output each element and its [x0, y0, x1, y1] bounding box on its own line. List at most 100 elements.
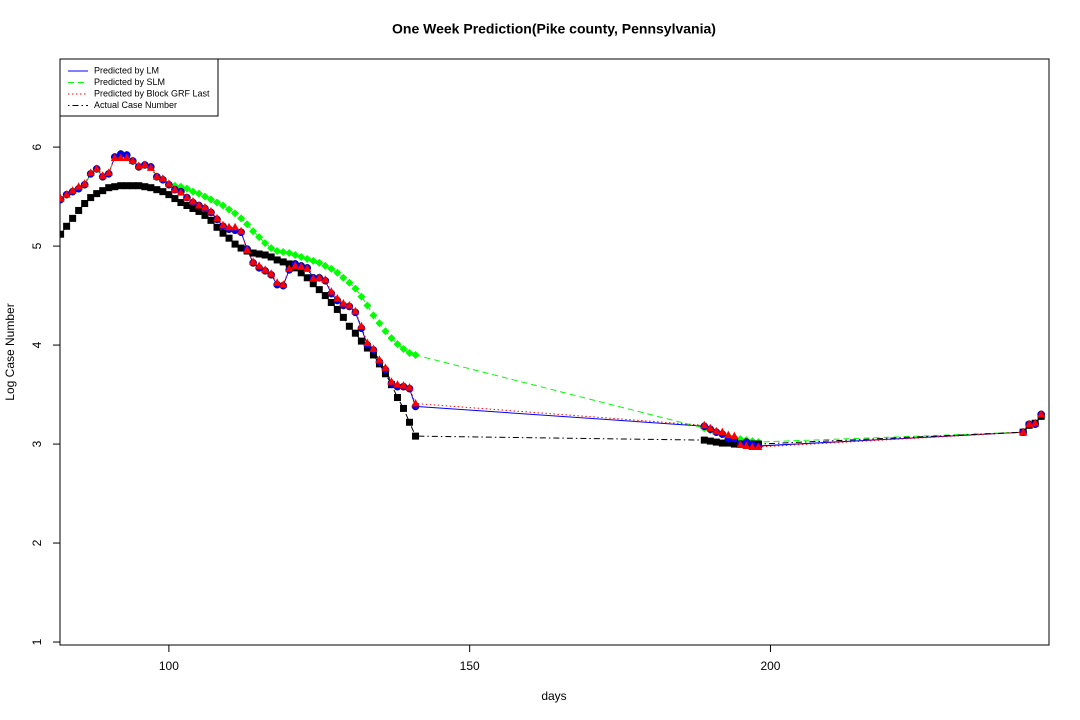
marker [182, 193, 191, 201]
marker [321, 292, 329, 300]
marker [104, 168, 113, 176]
marker [369, 344, 378, 353]
marker [730, 440, 738, 448]
marker [117, 182, 125, 190]
marker [351, 284, 360, 293]
y-tick-label: 3 [30, 440, 44, 447]
marker [339, 298, 348, 307]
marker [261, 251, 269, 259]
legend-label: Predicted by SLM [94, 77, 165, 87]
marker [736, 440, 745, 449]
marker [333, 305, 341, 313]
marker [411, 350, 420, 359]
marker [309, 256, 318, 265]
marker [724, 430, 733, 439]
marker [213, 213, 222, 222]
y-tick-label: 2 [30, 539, 44, 546]
marker [279, 258, 287, 266]
x-tick-label: 100 [159, 659, 179, 673]
x-tick-label: 200 [760, 659, 780, 673]
marker [225, 234, 233, 242]
marker [405, 348, 414, 357]
marker [399, 345, 408, 354]
marker [718, 427, 727, 436]
marker [152, 172, 161, 180]
marker [1031, 418, 1040, 427]
marker [315, 273, 324, 281]
marker [357, 337, 365, 345]
marker [375, 355, 384, 363]
marker [315, 286, 323, 294]
marker [333, 268, 342, 277]
marker [146, 163, 155, 171]
marker [176, 188, 185, 196]
marker [129, 182, 137, 190]
marker [141, 183, 149, 191]
marker [111, 183, 119, 191]
marker [183, 202, 191, 209]
marker [225, 222, 234, 231]
marker [327, 264, 336, 273]
marker [309, 274, 318, 282]
marker [261, 265, 270, 273]
marker [110, 153, 119, 161]
legend-label: Predicted by LM [94, 65, 159, 75]
marker [188, 187, 197, 196]
marker [98, 171, 107, 179]
marker [158, 174, 167, 182]
marker [279, 280, 288, 288]
marker [291, 250, 300, 259]
marker [387, 334, 396, 343]
marker [194, 201, 203, 209]
plot-area [60, 150, 1046, 451]
marker [188, 197, 197, 205]
marker [303, 264, 312, 272]
legend-label: Predicted by Block GRF Last [94, 88, 210, 98]
marker [231, 222, 240, 231]
marker [285, 249, 294, 258]
marker [261, 239, 270, 248]
marker [74, 182, 83, 190]
marker [165, 191, 173, 199]
marker [1037, 409, 1046, 418]
marker [351, 306, 360, 315]
y-tick-label: 1 [30, 638, 44, 645]
marker [60, 194, 65, 202]
marker [357, 292, 366, 301]
marker [1025, 419, 1034, 428]
marker [243, 245, 252, 254]
marker [200, 192, 209, 201]
marker [171, 195, 179, 203]
marker [153, 186, 161, 194]
marker [706, 423, 715, 432]
marker [69, 214, 77, 222]
marker [712, 438, 720, 446]
plot-frame [59, 58, 1050, 646]
marker [742, 441, 751, 450]
marker [86, 168, 95, 176]
marker [147, 184, 155, 192]
marker [68, 186, 77, 194]
marker [159, 188, 167, 196]
marker [219, 229, 227, 237]
marker [1019, 427, 1028, 436]
marker [393, 340, 402, 349]
series-line [60, 185, 1042, 445]
marker [381, 327, 390, 336]
marker [321, 275, 330, 283]
marker [237, 226, 246, 235]
marker [412, 432, 420, 440]
marker [62, 190, 71, 198]
y-axis-label: Log Case Number [3, 303, 17, 400]
marker [122, 153, 131, 161]
marker [297, 269, 305, 277]
marker [399, 381, 408, 389]
x-tick-label: 150 [460, 659, 480, 673]
x-axis-label: days [541, 689, 566, 703]
marker [279, 248, 288, 257]
marker [189, 204, 197, 212]
legend-label: Actual Case Number [94, 100, 177, 110]
marker [63, 222, 71, 230]
marker [363, 338, 372, 347]
marker [363, 301, 372, 310]
